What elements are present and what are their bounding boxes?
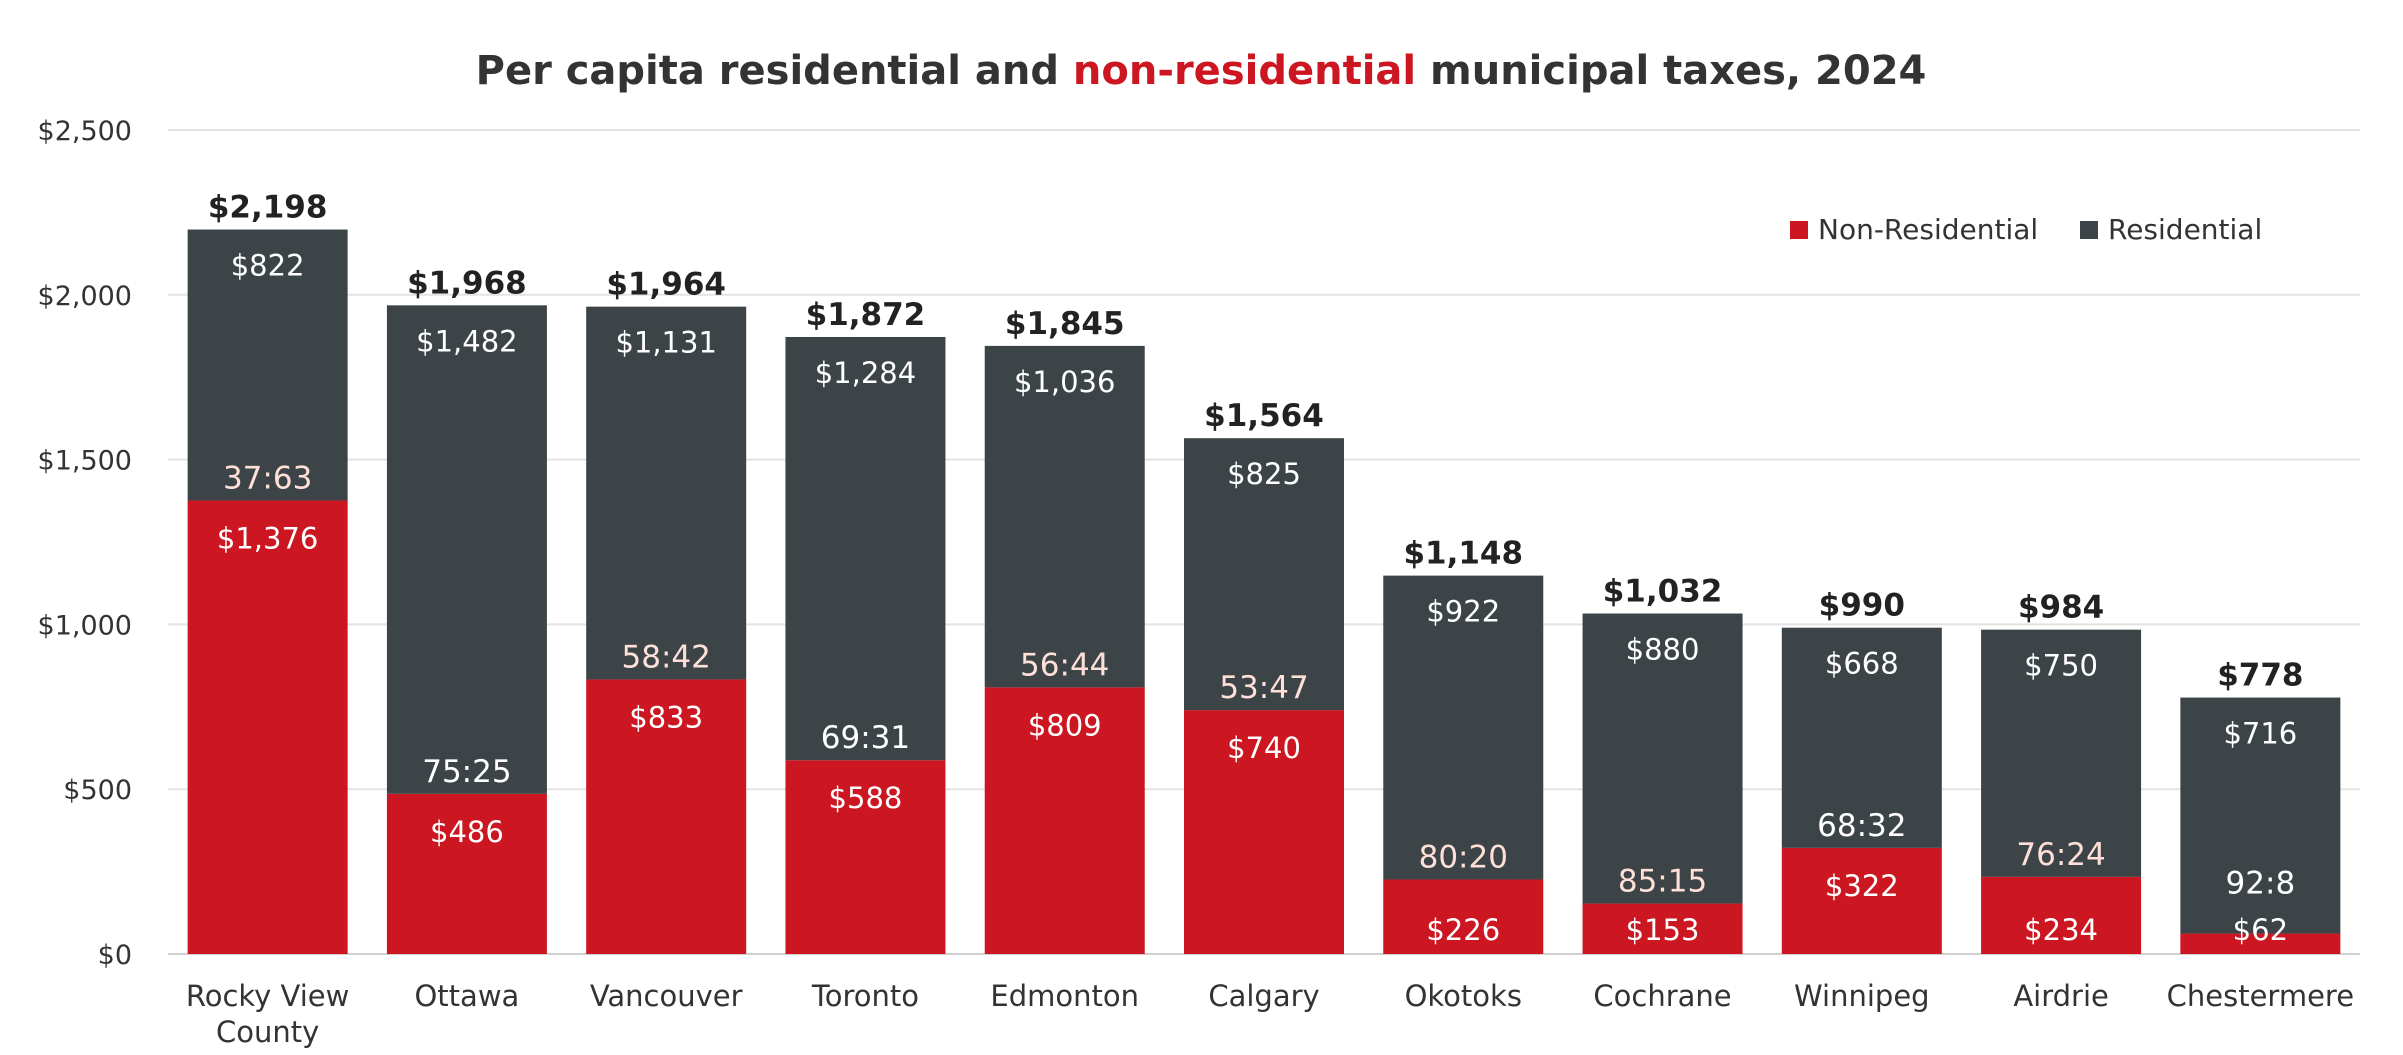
bar-non-residential [187,500,348,954]
bar-non-residential [984,687,1145,954]
non-residential-value-label: $62 [2233,913,2288,947]
non-residential-value-label: $226 [1426,913,1500,947]
bar-non-residential [1383,879,1544,954]
total-label: $1,872 [806,297,926,333]
non-residential-value-label: $322 [1825,869,1899,903]
residential-value-label: $825 [1227,457,1301,491]
non-residential-value-label: $809 [1028,708,1102,742]
ratio-label: 58:42 [622,639,711,675]
ratio-label: 85:15 [1618,864,1707,900]
x-tick-label: Okotoks [1405,979,1522,1013]
bar-residential [386,305,547,794]
chart-title-accent: non-residential [1073,48,1416,94]
bar-residential [984,345,1145,688]
bar-residential [1184,438,1344,711]
bar-residential [2180,697,2341,934]
non-residential-value-label: $234 [2024,913,2098,947]
x-tick-label: Vancouver [590,979,743,1013]
total-label: $1,564 [1204,398,1324,434]
residential-value-label: $716 [2223,717,2297,751]
bar-residential [785,336,946,761]
residential-value-label: $822 [231,249,305,283]
x-tick-label: Ottawa [414,979,519,1013]
ratio-label: 75:25 [422,754,511,790]
chart-title: Per capita residential and non-residenti… [476,48,1927,94]
bars [187,229,2341,954]
ratio-label: 92:8 [2226,866,2296,902]
y-tick-label: $0 [98,940,132,971]
x-tick-label: Rocky View [186,979,350,1013]
y-tick-label: $500 [63,775,132,806]
non-residential-value-label: $153 [1626,913,1700,947]
ratio-label: 69:31 [821,720,910,756]
legend-label: Residential [2108,213,2262,246]
x-tick-label: Calgary [1208,979,1319,1013]
y-tick-label: $2,500 [38,116,132,147]
legend: Non-Residential Residential [1790,213,2262,246]
total-label: $984 [2018,590,2104,626]
residential-value-label: $1,131 [615,326,716,360]
chart-title-part-3: municipal taxes, 2024 [1430,48,1926,94]
bar-non-residential [1981,876,2142,954]
y-tick-label: $2,000 [38,281,132,312]
bar-residential [1383,575,1544,880]
residential-value-label: $750 [2024,649,2098,683]
bar-residential [1582,613,1743,904]
total-label: $1,845 [1005,306,1125,342]
bar-non-residential [1781,847,1942,954]
x-tick-label: Airdrie [2013,979,2109,1013]
x-tick-label: Chestermere [2167,979,2354,1013]
residential-value-label: $1,036 [1014,365,1115,399]
chart-title-part-1: Per capita residential and [476,48,1073,94]
ratio-label: 68:32 [1817,808,1906,844]
bar-residential [187,229,348,501]
non-residential-value-label: $1,376 [217,521,318,555]
legend-swatch [2080,221,2098,239]
ratio-label: 56:44 [1020,647,1109,683]
ratio-label: 76:24 [2016,837,2105,873]
x-tick-label: Edmonton [990,979,1139,1013]
total-label: $778 [2217,658,2303,694]
non-residential-value-label: $740 [1227,731,1301,765]
total-label: $2,198 [208,190,328,226]
total-label: $1,964 [606,267,726,303]
bar-residential [586,306,747,680]
y-axis-ticks: $0 $500 $1,000 $1,500 $2,000 $2,500 [38,116,132,971]
total-label: $1,148 [1403,536,1523,572]
residential-value-label: $880 [1626,633,1700,667]
legend-label: Non-Residential [1818,213,2038,246]
total-label: $1,968 [407,265,527,301]
x-tick-label: Winnipeg [1794,979,1930,1013]
y-tick-label: $1,000 [38,610,132,641]
y-tick-label: $1,500 [38,446,132,477]
bar-non-residential [785,760,946,954]
x-tick-label: Cochrane [1593,979,1731,1013]
non-residential-value-label: $588 [829,781,903,815]
total-label: $990 [1819,588,1905,624]
non-residential-value-label: $833 [629,700,703,734]
legend-swatch [1790,221,1808,239]
residential-value-label: $1,482 [416,324,517,358]
x-tick-label: Toronto [811,979,919,1013]
data-labels: $2,198 $822 $1,376 37:63 $1,968 $1,482 $486 75:… [208,190,2304,947]
ratio-label: 80:20 [1419,840,1508,876]
residential-value-label: $922 [1426,595,1500,629]
bar-non-residential [386,793,547,954]
x-tick-label: County [216,1015,319,1049]
ratio-label: 37:63 [223,460,312,496]
bar-residential [1981,629,2142,877]
residential-value-label: $668 [1825,647,1899,681]
bar-residential [1781,627,1942,848]
bar-non-residential [1184,710,1344,954]
residential-value-label: $1,284 [815,356,916,390]
bar-non-residential [586,679,747,954]
ratio-label: 53:47 [1219,670,1308,706]
non-residential-value-label: $486 [430,815,504,849]
bar-non-residential [1582,903,1743,954]
bar-non-residential [2180,933,2341,954]
total-label: $1,032 [1603,574,1723,610]
